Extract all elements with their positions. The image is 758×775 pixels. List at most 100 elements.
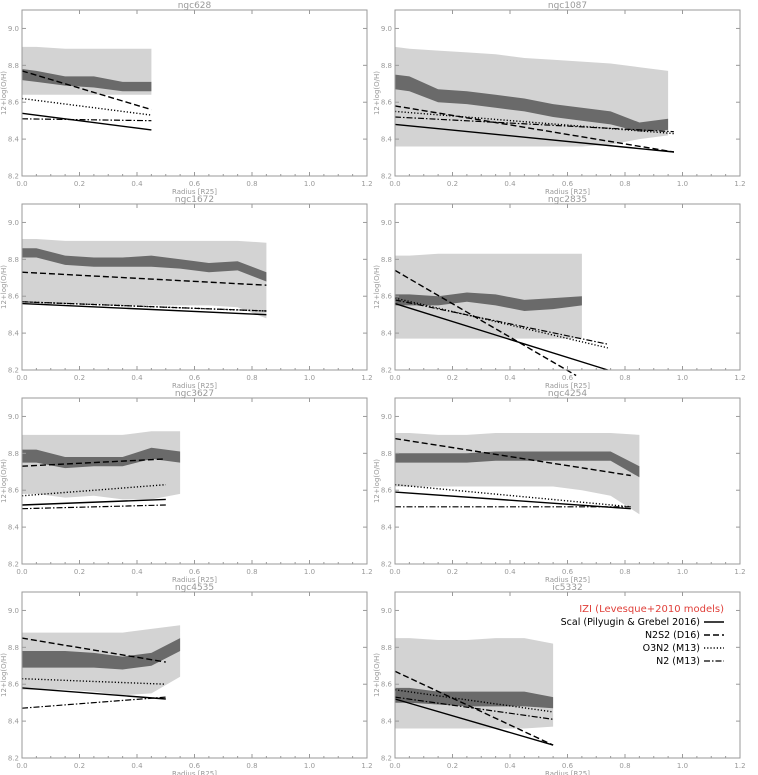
series-line-dashed — [394, 670, 554, 746]
legend-entry-label: N2 (M13) — [656, 656, 700, 667]
series-line-solid — [394, 302, 609, 371]
y-tick-label: 9.0 — [381, 413, 392, 421]
x-tick-label: 0.4 — [131, 568, 143, 576]
x-tick-label: 0.6 — [562, 568, 574, 576]
y-tick-label: 8.8 — [381, 62, 392, 70]
y-tick-label: 8.8 — [381, 644, 392, 652]
inner-band — [22, 248, 267, 282]
x-axis-label: Radius [R25] — [172, 188, 217, 196]
x-axis-label: Radius [R25] — [172, 576, 217, 584]
y-tick-label: 8.6 — [8, 99, 20, 107]
x-tick-label: 1.0 — [677, 374, 688, 382]
x-tick-label: 0.0 — [389, 762, 400, 770]
x-tick-label: 0.2 — [74, 762, 85, 770]
x-tick-label: 1.0 — [677, 568, 688, 576]
x-tick-label: 0.6 — [189, 568, 201, 576]
series-line-solid — [394, 491, 631, 510]
series-line-dotted — [21, 301, 267, 312]
x-tick-label: 0.4 — [504, 374, 516, 382]
x-tick-label: 0.2 — [447, 180, 458, 188]
x-tick-label: 0.2 — [447, 568, 458, 576]
panel-title: ngc2835 — [548, 195, 587, 205]
x-tick-label: 1.2 — [734, 762, 745, 770]
x-tick-label: 1.0 — [677, 762, 688, 770]
y-tick-label: 8.2 — [8, 173, 19, 181]
x-tick-label: 0.8 — [619, 568, 630, 576]
x-tick-label: 0.6 — [562, 180, 574, 188]
y-tick-label: 8.4 — [381, 524, 393, 532]
inner-band — [395, 292, 582, 311]
x-tick-label: 1.2 — [734, 568, 745, 576]
y-axis-label: 12+log(O/H) — [373, 459, 381, 503]
x-tick-label: 0.4 — [504, 762, 516, 770]
legend-entry-label: N2S2 (D16) — [645, 630, 700, 641]
inner-band — [22, 69, 152, 92]
series-line-solid — [21, 687, 166, 700]
y-tick-label: 8.8 — [8, 644, 19, 652]
y-tick-label: 8.6 — [8, 293, 20, 301]
x-tick-label: 0.4 — [131, 374, 143, 382]
legend-entry-label: O3N2 (M13) — [643, 643, 700, 654]
inner-band — [395, 451, 640, 478]
x-tick-label: 1.0 — [304, 568, 315, 576]
panel-title: ngc3627 — [175, 389, 214, 399]
x-axis-label: Radius [R25] — [545, 382, 590, 390]
y-tick-label: 8.2 — [381, 561, 392, 569]
x-axis-label: Radius [R25] — [545, 770, 590, 775]
y-tick-label: 8.2 — [8, 755, 19, 763]
x-tick-label: 0.0 — [16, 568, 27, 576]
y-tick-label: 8.8 — [8, 256, 19, 264]
x-tick-label: 1.2 — [361, 374, 372, 382]
x-axis-label: Radius [R25] — [545, 576, 590, 584]
x-tick-label: 0.2 — [447, 762, 458, 770]
panel-ngc3627: 0.0 0.2 0.4 0.6 0.8 1.0 1.2 8.2 8.4 8.6 8.8 9.0 ngc3… — [0, 389, 373, 584]
panel-ngc4535: 0.0 0.2 0.4 0.6 0.8 1.0 1.2 8.2 8.4 8.6 8.8 9.0 ngc4… — [0, 583, 373, 775]
x-tick-label: 0.6 — [189, 374, 201, 382]
y-tick-label: 8.4 — [381, 136, 393, 144]
series-line-solid — [21, 112, 152, 131]
panel-ngc4254: 0.0 0.2 0.4 0.6 0.8 1.0 1.2 8.2 8.4 8.6 8.8 9.0 ngc4… — [373, 389, 746, 584]
legend-title: IZI (Levesque+2010 models) — [579, 604, 724, 615]
x-tick-label: 0.8 — [246, 374, 257, 382]
y-axis-label: 12+log(O/H) — [0, 653, 8, 697]
y-axis-label: 12+log(O/H) — [0, 459, 8, 503]
y-tick-label: 8.2 — [8, 561, 19, 569]
y-tick-label: 9.0 — [8, 413, 19, 421]
x-tick-label: 1.0 — [304, 762, 315, 770]
series-line-solid — [21, 498, 166, 506]
x-tick-label: 0.4 — [504, 568, 516, 576]
x-tick-label: 0.0 — [389, 180, 400, 188]
x-tick-label: 0.8 — [619, 374, 630, 382]
series-line-dotted — [394, 689, 554, 713]
x-tick-label: 0.0 — [389, 374, 400, 382]
series-line-dashed — [21, 70, 152, 111]
y-tick-label: 8.6 — [381, 681, 393, 689]
y-tick-label: 9.0 — [8, 219, 19, 227]
panel-ic5332: 0.0 0.2 0.4 0.6 0.8 1.0 1.2 8.2 8.4 8.6 8.8 9.0 ic53… — [373, 583, 746, 775]
y-tick-label: 8.6 — [381, 487, 393, 495]
series-line-dashed — [21, 271, 267, 286]
y-tick-label: 8.2 — [381, 367, 392, 375]
x-tick-label: 0.8 — [246, 568, 257, 576]
series-line-dashed — [394, 437, 631, 477]
x-tick-label: 0.2 — [74, 180, 85, 188]
x-tick-label: 1.0 — [677, 180, 688, 188]
x-tick-label: 0.6 — [562, 762, 574, 770]
y-tick-label: 9.0 — [381, 219, 392, 227]
x-tick-label: 0.6 — [189, 180, 201, 188]
panel-title: ic5332 — [552, 583, 582, 593]
y-tick-label: 8.8 — [381, 450, 392, 458]
legend: IZI (Levesque+2010 models) Scal (Pilyugin… — [561, 604, 724, 667]
x-tick-label: 0.2 — [74, 374, 85, 382]
x-tick-label: 0.0 — [16, 374, 27, 382]
y-axis-label: 12+log(O/H) — [373, 653, 381, 697]
x-axis-label: Radius [R25] — [545, 188, 590, 196]
x-axis-label: Radius [R25] — [172, 382, 217, 390]
y-tick-label: 8.2 — [8, 367, 19, 375]
series-line-dashed — [21, 458, 166, 467]
series-line-dashdot — [21, 504, 166, 510]
inner-band — [22, 447, 181, 469]
y-tick-label: 8.6 — [8, 681, 20, 689]
y-axis-label: 12+log(O/H) — [373, 265, 381, 309]
